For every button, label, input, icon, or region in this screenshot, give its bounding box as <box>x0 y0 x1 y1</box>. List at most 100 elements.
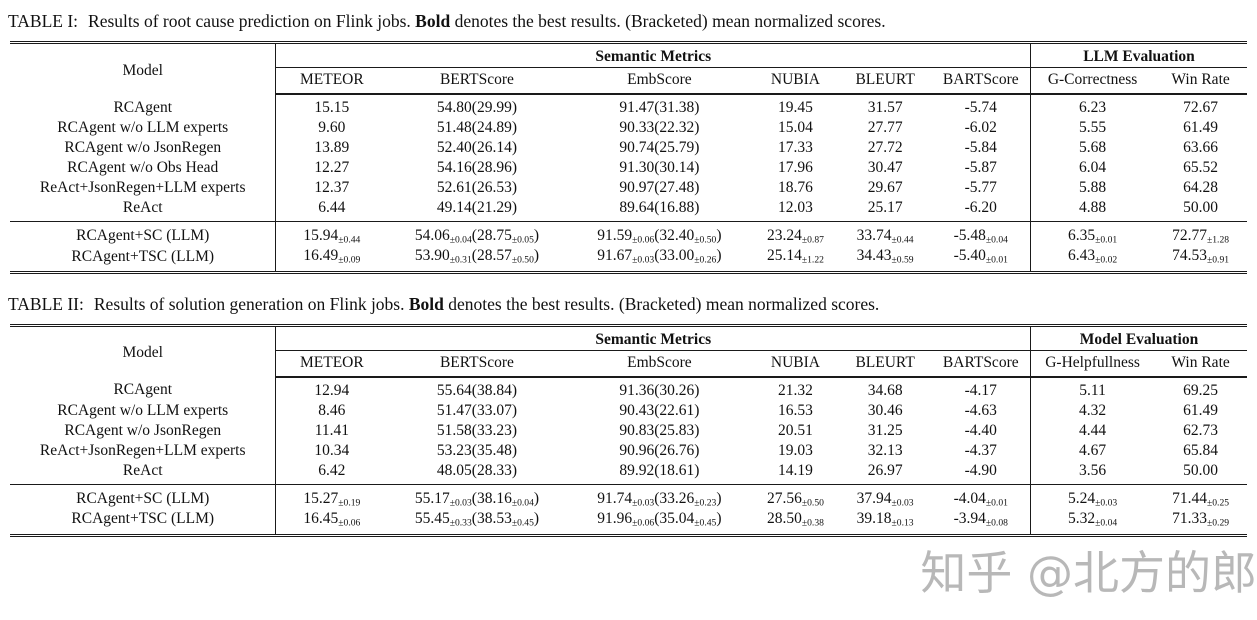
table-row: RCAgent w/o Obs Head 12.27 54.16(28.96) 91.… <box>10 158 1247 178</box>
table1-caption-pre: Results of root cause prediction on Flin… <box>88 11 411 31</box>
value-cell: 17.33 <box>778 139 813 156</box>
table-row: RCAgent 15.15 54.80(29.99) 91.47(31.38) 19.4… <box>10 94 1247 118</box>
value-cell: 21.32 <box>778 381 813 399</box>
value-cell: 52.61(26.53) <box>436 179 517 196</box>
value-cell: 74.53±0.91 <box>1154 246 1247 274</box>
model-name-cell: ReAct+JsonRegen+LLM experts <box>39 441 246 459</box>
table2-caption-post: denotes the best results. (Bracketed) me… <box>448 293 880 314</box>
value-cell: 65.52 <box>1183 159 1219 176</box>
value-cell: 5.32±0.04 <box>1029 509 1155 537</box>
value-cell: -6.02 <box>964 119 997 136</box>
value-cell: -5.74 <box>964 99 997 116</box>
value-cell: 90.97(27.48) <box>619 179 700 196</box>
table-row: RCAgent w/o LLM experts 9.60 51.48(24.89) 9… <box>10 118 1247 138</box>
value-cell: 55.17±0.03(38.16±0.04) <box>414 489 540 509</box>
value-cell: 18.76 <box>778 179 813 196</box>
value-cell: 53.23(35.48) <box>436 441 517 459</box>
model-name-cell: RCAgent+SC (LLM) <box>76 489 210 507</box>
value-cell: 55.45±0.33(38.53±0.45) <box>387 509 567 537</box>
value-cell: 6.35±0.01 <box>1029 221 1155 247</box>
table-row: RCAgent+TSC (LLM) 16.49±0.09 53.90±0.31(28… <box>10 246 1247 274</box>
value-cell: -5.40±0.01 <box>931 246 1031 274</box>
value-cell: 72.67 <box>1183 99 1219 116</box>
value-cell: 31.25 <box>867 421 903 439</box>
table-row: ReAct 6.44 49.14(21.29) 89.64(16.88) 12.03 25… <box>10 198 1247 222</box>
value-cell: 91.47(31.38) <box>619 99 700 116</box>
value-cell: 23.24±0.87 <box>767 227 824 246</box>
value-cell: 15.04 <box>778 119 813 136</box>
value-cell: -5.84 <box>964 139 997 156</box>
value-cell: 49.14(21.29) <box>387 198 567 222</box>
value-cell: 61.49 <box>1183 119 1219 136</box>
value-cell: -3.94±0.08 <box>931 509 1031 537</box>
value-cell: 91.67±0.03(33.00±0.26) <box>566 246 753 274</box>
column-group-header: Semantic Metrics <box>275 323 1031 351</box>
value-cell: 9.60 <box>275 118 388 138</box>
value-cell: 26.97 <box>838 460 932 485</box>
table-row: RCAgent+SC (LLM) 15.27±0.19 55.17±0.03(38.… <box>10 484 1247 510</box>
value-cell: 27.72 <box>867 139 903 156</box>
table-row: RCAgent w/o JsonRegen 11.41 51.58(33.23) 90… <box>10 420 1247 441</box>
model-name-cell: RCAgent w/o LLM experts <box>57 401 229 419</box>
zhihu-watermark: 知乎 @北方的郎 <box>920 546 1257 600</box>
table2-caption-pre: Results of solution generation on Flink … <box>93 293 405 314</box>
value-cell: 91.59±0.06(32.40±0.50) <box>597 227 722 246</box>
value-cell: 17.96 <box>778 159 813 176</box>
value-cell: 16.45±0.06 <box>275 509 388 537</box>
value-cell: 37.94±0.03 <box>856 489 914 509</box>
value-cell: 15.27±0.19 <box>275 484 388 510</box>
table1-caption-post: denotes the best results. (Bracketed) me… <box>454 11 886 31</box>
column-header: Win Rate <box>1154 67 1247 95</box>
results-table-root-cause: Model Semantic Metrics LLM Evaluation METEO… <box>10 41 1247 274</box>
model-name-cell: ReAct <box>10 198 276 222</box>
value-cell: 5.24±0.03 <box>1029 484 1155 510</box>
column-group-header: Model Evaluation <box>1029 323 1247 351</box>
table2-caption: TABLE II: Results of solution generation … <box>8 294 1247 315</box>
table-row: RCAgent 12.94 55.64(38.84) 91.36(30.26) 21.3… <box>10 376 1247 401</box>
value-cell: 34.43±0.59 <box>838 246 932 274</box>
value-cell: -4.90 <box>931 460 1031 485</box>
value-cell: 12.94 <box>275 376 388 401</box>
value-cell: 50.00 <box>1154 460 1247 485</box>
value-cell: 34.68 <box>867 381 903 399</box>
value-cell: 90.83(25.83) <box>619 421 700 439</box>
value-cell: 63.66 <box>1183 139 1219 156</box>
column-header: METEOR <box>275 350 388 378</box>
value-cell: 53.90±0.31(28.57±0.50) <box>387 246 567 274</box>
value-cell: 51.48(24.89) <box>436 119 517 136</box>
value-cell: 54.16(28.96) <box>436 159 517 176</box>
value-cell: 50.00 <box>1154 198 1247 222</box>
value-cell: 31.57 <box>867 99 903 116</box>
value-cell: -4.37 <box>964 441 997 459</box>
table-row: RCAgent+SC (LLM) 15.94±0.44 54.06±0.04(28.… <box>10 221 1247 247</box>
value-cell: 90.96(26.76) <box>619 441 700 459</box>
value-cell: 3.56 <box>1029 460 1155 485</box>
value-cell: 30.46 <box>867 401 903 419</box>
model-name-cell: RCAgent w/o LLM experts <box>57 119 229 136</box>
model-name-cell: ReAct+JsonRegen+LLM experts <box>39 179 246 196</box>
model-name-cell: RCAgent w/o JsonRegen <box>64 139 222 156</box>
value-cell: 15.94±0.44 <box>275 221 388 247</box>
value-cell: 4.44 <box>1029 420 1155 441</box>
value-cell: 89.92(18.61) <box>566 460 753 485</box>
value-cell: 6.04 <box>1029 158 1155 178</box>
value-cell: 33.74±0.44 <box>856 227 914 246</box>
value-cell: 90.43(22.61) <box>619 401 700 419</box>
column-group-header: LLM Evaluation <box>1029 41 1247 68</box>
value-cell: 8.46 <box>275 400 388 421</box>
value-cell: 55.64(38.84) <box>436 381 517 399</box>
value-cell: 19.03 <box>778 441 813 459</box>
value-cell: 5.88 <box>1029 178 1155 198</box>
column-header: BLEURT <box>838 67 932 95</box>
value-cell: -4.40 <box>964 421 997 439</box>
value-cell: 91.74±0.03(33.26±0.23) <box>597 489 722 509</box>
value-cell: 72.77±1.28 <box>1172 227 1230 246</box>
value-cell: 71.44±0.25 <box>1172 489 1230 509</box>
value-cell: 12.03 <box>752 198 839 222</box>
value-cell: 4.88 <box>1029 198 1155 222</box>
table1-caption: TABLE I: Results of root cause prediction… <box>8 11 1247 32</box>
model-column-header: Model <box>10 323 276 377</box>
value-cell: 54.06±0.04(28.75±0.05) <box>414 227 540 246</box>
value-cell: 5.68 <box>1029 138 1155 158</box>
column-header: NUBIA <box>752 67 839 95</box>
